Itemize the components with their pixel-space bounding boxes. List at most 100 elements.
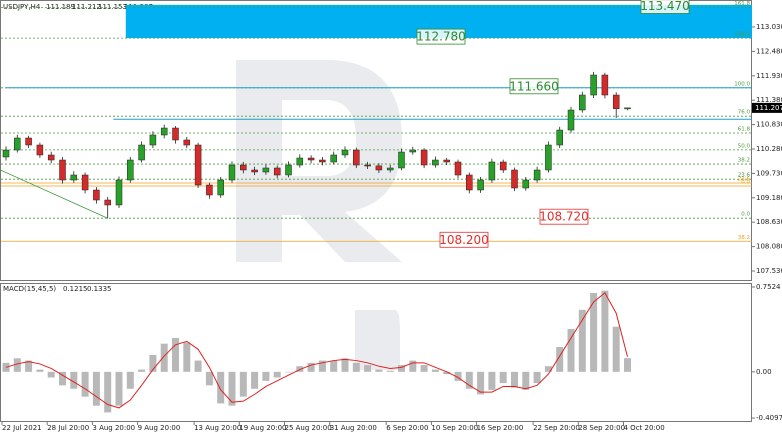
candle-body [612, 94, 620, 109]
fib-level-name: 23.6 [738, 177, 751, 183]
candle-body [14, 137, 21, 151]
candle-body [36, 144, 44, 156]
fib-level-name: 0.0 [741, 212, 750, 218]
candle-body [545, 144, 552, 171]
price-label: 108.720 [539, 210, 589, 224]
fib-level-name: 100.0 [734, 81, 750, 87]
candle-body [149, 134, 157, 146]
candle-body [138, 144, 145, 161]
macd-bar [578, 309, 586, 372]
price-label-box [539, 208, 589, 225]
macd-bar [47, 371, 55, 378]
macd-title: MACD(15,45,5) [3, 285, 56, 293]
candle-body [172, 127, 179, 141]
macd-bar [81, 371, 89, 397]
candle-body [25, 137, 32, 146]
macd-bar [228, 371, 236, 406]
x-tick-label: 28 Sep 20:00 [578, 424, 625, 432]
macd-bar [70, 371, 78, 389]
y-tick-label: -0.4097 [756, 414, 782, 422]
y-tick-label: 109.730 [756, 169, 782, 177]
macd-bar [318, 360, 326, 372]
candle-body [386, 167, 394, 171]
x-tick-label: 22 Sep 20:00 [533, 424, 580, 432]
ohlc-open: 111.189 [46, 3, 75, 11]
macd-bar [25, 360, 33, 372]
macd-bar [601, 290, 609, 372]
price-label-box [509, 78, 559, 95]
candle-body [533, 169, 541, 181]
y-tick-label: 111.930 [756, 72, 782, 80]
current-price-box [752, 102, 782, 113]
candle-body [341, 149, 349, 156]
x-tick-label: 13 Aug 20:00 [194, 424, 241, 432]
macd-bar [398, 365, 405, 372]
candle-body [183, 139, 191, 146]
candle-body [590, 74, 597, 96]
fib-level-name: 161.8 [734, 1, 750, 7]
macd-bar [205, 371, 213, 386]
macd-bar [172, 338, 179, 372]
macd-bar [544, 366, 552, 372]
candle-body [160, 127, 168, 136]
fib-level-name: 38.2 [738, 235, 750, 241]
macd-bar [149, 354, 157, 372]
candle-body [398, 151, 405, 169]
candle-body [579, 94, 586, 111]
candle-body [217, 179, 224, 196]
macd-bar [431, 369, 439, 372]
fib-level-name: 61.8 [738, 127, 751, 133]
y-tick-label: 110.280 [756, 145, 782, 153]
candle-body [567, 109, 575, 131]
candle-body [127, 159, 134, 181]
x-tick-label: 28 Jul 20:00 [47, 424, 89, 432]
macd-bar [590, 292, 598, 372]
candle-body [104, 199, 111, 206]
macd-bar [217, 371, 225, 404]
x-tick-label: 3 Aug 20:00 [92, 424, 135, 432]
y-tick-label: 113.030 [756, 23, 782, 31]
fib-level-name: 138.2 [734, 32, 750, 38]
candle-body [522, 179, 530, 189]
candle-body [454, 161, 462, 176]
macd-bar [465, 371, 473, 389]
candle-body [420, 149, 428, 166]
macd-bar [92, 371, 100, 406]
macd-bar [115, 371, 123, 406]
current-price: 111.207 [755, 104, 782, 112]
candle-body [330, 154, 337, 163]
macd-bar [511, 371, 518, 388]
x-tick-label: 19 Aug 20:00 [239, 424, 286, 432]
macd-bar [138, 369, 146, 372]
candle-body [81, 174, 89, 191]
macd-bar [488, 371, 496, 390]
ohlc-low: 111.153 [98, 3, 127, 11]
macd-bar [420, 365, 428, 372]
candle-body [466, 174, 473, 191]
candle-body [307, 157, 315, 161]
macd-bar [612, 326, 620, 372]
watermark [236, 60, 402, 370]
fib-level-name: 38.2 [738, 158, 750, 164]
x-tick-label: 4 Oct 20:00 [624, 424, 665, 432]
trend-line [0, 169, 108, 219]
candle-body [93, 189, 100, 201]
macd-bar [194, 360, 202, 372]
x-tick-label: 22 Jul 2021 [2, 424, 42, 432]
y-tick-label: 0.00 [756, 368, 772, 376]
candle-body [285, 164, 292, 176]
price-label: 111.660 [509, 79, 559, 93]
price-label: 108.200 [439, 233, 489, 247]
candle-body [556, 129, 563, 146]
price-label: 112.780 [416, 30, 466, 44]
macd-bar [262, 371, 270, 381]
macd-bar [364, 365, 372, 372]
fib-level-name: 0.0 [741, 180, 750, 186]
candle-body [319, 159, 326, 163]
candle-body [353, 149, 360, 166]
y-tick-label: 110.830 [756, 121, 782, 129]
candle-body [601, 74, 609, 96]
macd-bar [13, 358, 21, 372]
x-tick-label: 16 Sep 20:00 [477, 424, 524, 432]
